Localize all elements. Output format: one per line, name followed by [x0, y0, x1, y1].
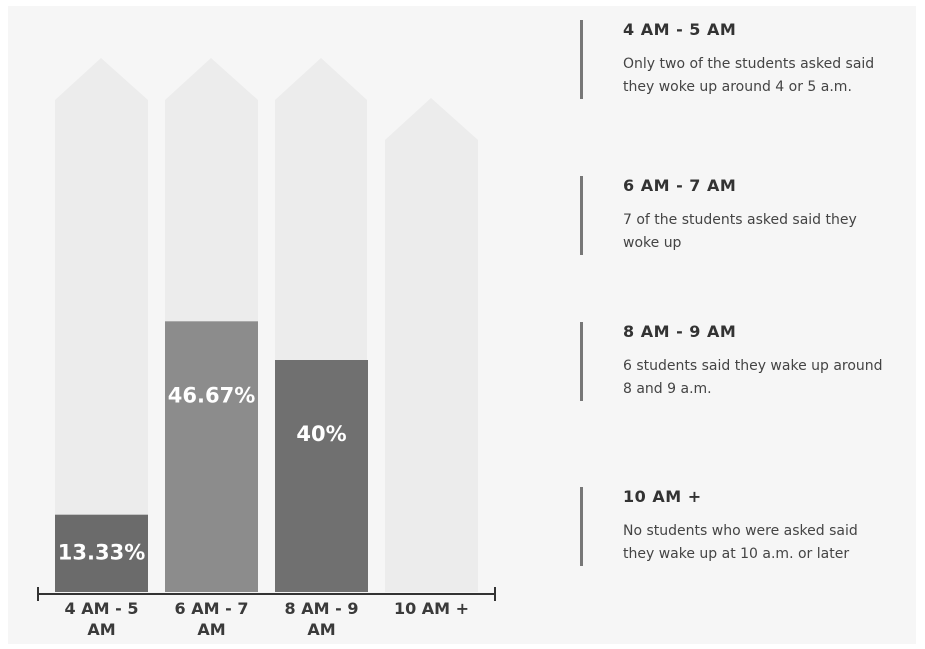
- x-tick-label: 8 AM - 9 AM: [284, 599, 359, 639]
- bar-background: [55, 58, 148, 592]
- annotation-text: 7 of the students asked said they woke u…: [623, 212, 857, 251]
- annotation-text: Only two of the students asked said they…: [623, 56, 875, 95]
- annotation: 4 AM - 5 AM Only two of the students aske…: [580, 20, 923, 99]
- bar: [55, 514, 148, 592]
- annotation-title: 4 AM - 5 AM: [623, 20, 737, 39]
- value-label: 40%: [296, 422, 346, 446]
- x-tick-label: 6 AM - 7 AM: [174, 599, 249, 639]
- annotation: 6 AM - 7 AM 7 of the students asked said …: [580, 176, 923, 255]
- x-tick-label: 4 AM - 5 AM: [64, 599, 139, 639]
- bar-background: [385, 98, 478, 592]
- annotation-title: 10 AM +: [623, 487, 702, 506]
- value-label: 46.67%: [168, 383, 255, 407]
- annotation-title: 8 AM - 9 AM: [623, 322, 737, 341]
- annotation-text: No students who were asked said they wak…: [623, 523, 858, 562]
- annotation: 10 AM + No students who were asked said t…: [580, 487, 923, 566]
- x-tick-label: 10 AM +: [393, 599, 470, 618]
- bar: [275, 360, 368, 592]
- annotation: 8 AM - 9 AM 6 students said they wake up …: [580, 322, 923, 401]
- annotation-text: 6 students said they wake up around 8 an…: [623, 358, 883, 397]
- annotation-title: 6 AM - 7 AM: [623, 176, 737, 195]
- bar: [165, 321, 258, 592]
- value-label: 13.33%: [58, 540, 145, 564]
